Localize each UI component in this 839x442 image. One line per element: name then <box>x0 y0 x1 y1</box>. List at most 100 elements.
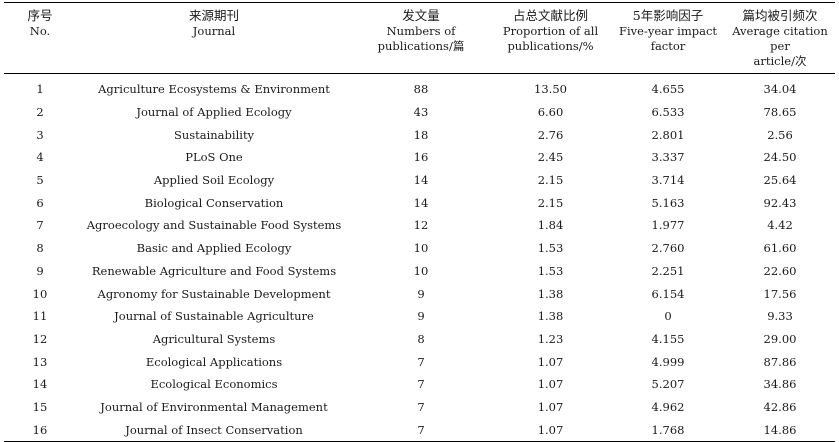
table-header: 序号 No. 来源期刊 Journal 发文量 Numbers of publication… <box>4 2 835 74</box>
average-citation: 29.00 <box>763 331 797 346</box>
impact-factor: 5.207 <box>651 377 685 392</box>
publication-count: 8 <box>417 331 425 346</box>
publication-count: 9 <box>417 309 425 324</box>
header-impact-factor: 5年影响因子 Five-year impact factor <box>611 2 725 74</box>
journal-name: Renewable Agriculture and Food Systems <box>91 263 337 278</box>
row-number: 16 <box>4 418 76 442</box>
header-label-en: Numbers of <box>386 24 456 38</box>
header-journal: 来源期刊 Journal <box>76 2 352 74</box>
header-label-en: No. <box>29 24 51 38</box>
row-number: 10 <box>32 286 48 301</box>
proportion-percent: 1.84 <box>537 218 564 233</box>
journal-name: Ecological Applications <box>145 354 283 369</box>
average-citation: 4.42 <box>767 218 793 233</box>
journal-table: 序号 No. 来源期刊 Journal 发文量 Numbers of publication… <box>4 2 835 442</box>
impact-factor: 2.251 <box>651 263 685 278</box>
proportion-percent: 1.38 <box>537 309 564 324</box>
average-citation: 17.56 <box>763 286 797 301</box>
row-number: 15 <box>32 399 48 414</box>
table-row: 6 Biological Conservation 14 2.15 5.163 92.43 <box>4 191 835 214</box>
publication-count: 12 <box>413 218 429 233</box>
publication-count: 88 <box>413 82 429 97</box>
journal-name: Journal of Environmental Management <box>100 399 328 414</box>
proportion-percent: 2.15 <box>537 173 564 188</box>
journal-name: Agroecology and Sustainable Food Systems <box>86 218 342 233</box>
proportion-percent: 1.07 <box>537 399 564 414</box>
publication-count: 10 <box>413 241 429 256</box>
impact-factor: 2.760 <box>651 241 685 256</box>
journal-name: Sustainability <box>173 127 255 142</box>
table-row: 13 Ecological Applications 7 1.07 4.999 87.86 <box>4 350 835 373</box>
average-citation: 61.60 <box>763 241 797 256</box>
proportion-percent: 6.60 <box>537 105 564 120</box>
publication-count: 7 <box>417 399 425 414</box>
header-average-citation: 篇均被引频次 Average citation per article/次 <box>725 2 835 74</box>
publication-count: 14 <box>413 195 429 210</box>
row-number: 11 <box>32 309 48 324</box>
journal-name: Applied Soil Ecology <box>153 173 275 188</box>
average-citation: 24.50 <box>763 150 797 165</box>
impact-factor: 4.155 <box>651 331 685 346</box>
table-row: 5 Applied Soil Ecology 14 2.15 3.714 25.64 <box>4 169 835 192</box>
row-number: 9 <box>36 263 44 278</box>
average-citation: 25.64 <box>763 173 797 188</box>
journal-name: Journal of Applied Ecology <box>136 105 292 120</box>
journal-name: PLoS One <box>185 150 243 165</box>
header-label-zh: 发文量 <box>402 8 440 23</box>
average-citation: 87.86 <box>763 354 797 369</box>
row-number: 8 <box>36 241 44 256</box>
row-number: 2 <box>36 105 44 120</box>
average-citation: 42.86 <box>763 399 797 414</box>
impact-factor: 1.768 <box>611 418 725 442</box>
impact-factor: 0 <box>664 309 672 324</box>
table-row: 9 Renewable Agriculture and Food Systems 1… <box>4 260 835 283</box>
proportion-percent: 2.45 <box>537 150 564 165</box>
impact-factor: 3.337 <box>651 150 685 165</box>
journal-name: Agricultural Systems <box>152 331 276 346</box>
row-number: 3 <box>36 127 44 142</box>
row-number: 14 <box>32 377 48 392</box>
average-citation: 34.86 <box>763 377 797 392</box>
header-no: 序号 No. <box>4 2 76 74</box>
journal-name: Biological Conservation <box>144 195 284 210</box>
journal-name: Ecological Economics <box>150 377 278 392</box>
header-label-en: factor <box>650 39 686 53</box>
publication-count: 10 <box>413 263 429 278</box>
impact-factor: 4.655 <box>651 82 685 97</box>
impact-factor: 4.999 <box>651 354 685 369</box>
impact-factor: 3.714 <box>651 173 685 188</box>
table-row: 12 Agricultural Systems 8 1.23 4.155 29.00 <box>4 328 835 351</box>
table-row: 1 Agriculture Ecosystems & Environment 88 1… <box>4 74 835 101</box>
row-number: 6 <box>36 195 44 210</box>
proportion-percent: 1.07 <box>490 418 611 442</box>
proportion-percent: 1.53 <box>537 263 564 278</box>
publication-count: 7 <box>417 354 425 369</box>
proportion-percent: 1.07 <box>537 354 564 369</box>
table-row: 4 PLoS One 16 2.45 3.337 24.50 <box>4 146 835 169</box>
table-row: 16 Journal of Insect Conservation 7 1.07 1.7… <box>4 418 835 442</box>
table-row: 11 Journal of Sustainable Agriculture 9 1.3… <box>4 305 835 328</box>
row-number: 1 <box>36 82 44 97</box>
header-label-en: Average citation per <box>732 24 828 53</box>
impact-factor: 6.533 <box>651 105 685 120</box>
journal-table-container: 序号 No. 来源期刊 Journal 发文量 Numbers of publication… <box>4 2 835 442</box>
impact-factor: 5.163 <box>651 195 685 210</box>
impact-factor: 1.977 <box>651 218 685 233</box>
average-citation: 92.43 <box>763 195 797 210</box>
publication-count: 16 <box>413 150 429 165</box>
impact-factor: 2.801 <box>651 127 685 142</box>
header-label-en: Journal <box>192 24 236 38</box>
journal-name: Basic and Applied Ecology <box>136 241 292 256</box>
table-row: 10 Agronomy for Sustainable Development 9 1… <box>4 282 835 305</box>
journal-name: Journal of Sustainable Agriculture <box>114 309 314 324</box>
impact-factor: 4.962 <box>651 399 685 414</box>
table-row: 3 Sustainability 18 2.76 2.801 2.56 <box>4 123 835 146</box>
publication-count: 43 <box>413 105 429 120</box>
average-citation: 34.04 <box>763 82 797 97</box>
proportion-percent: 1.07 <box>537 377 564 392</box>
table-row: 15 Journal of Environmental Management 7 1.… <box>4 396 835 419</box>
header-label-zh: 来源期刊 <box>188 8 239 23</box>
journal-name: Journal of Insect Conservation <box>76 418 352 442</box>
header-label-en: publications/篇 <box>377 39 465 53</box>
row-number: 13 <box>32 354 48 369</box>
